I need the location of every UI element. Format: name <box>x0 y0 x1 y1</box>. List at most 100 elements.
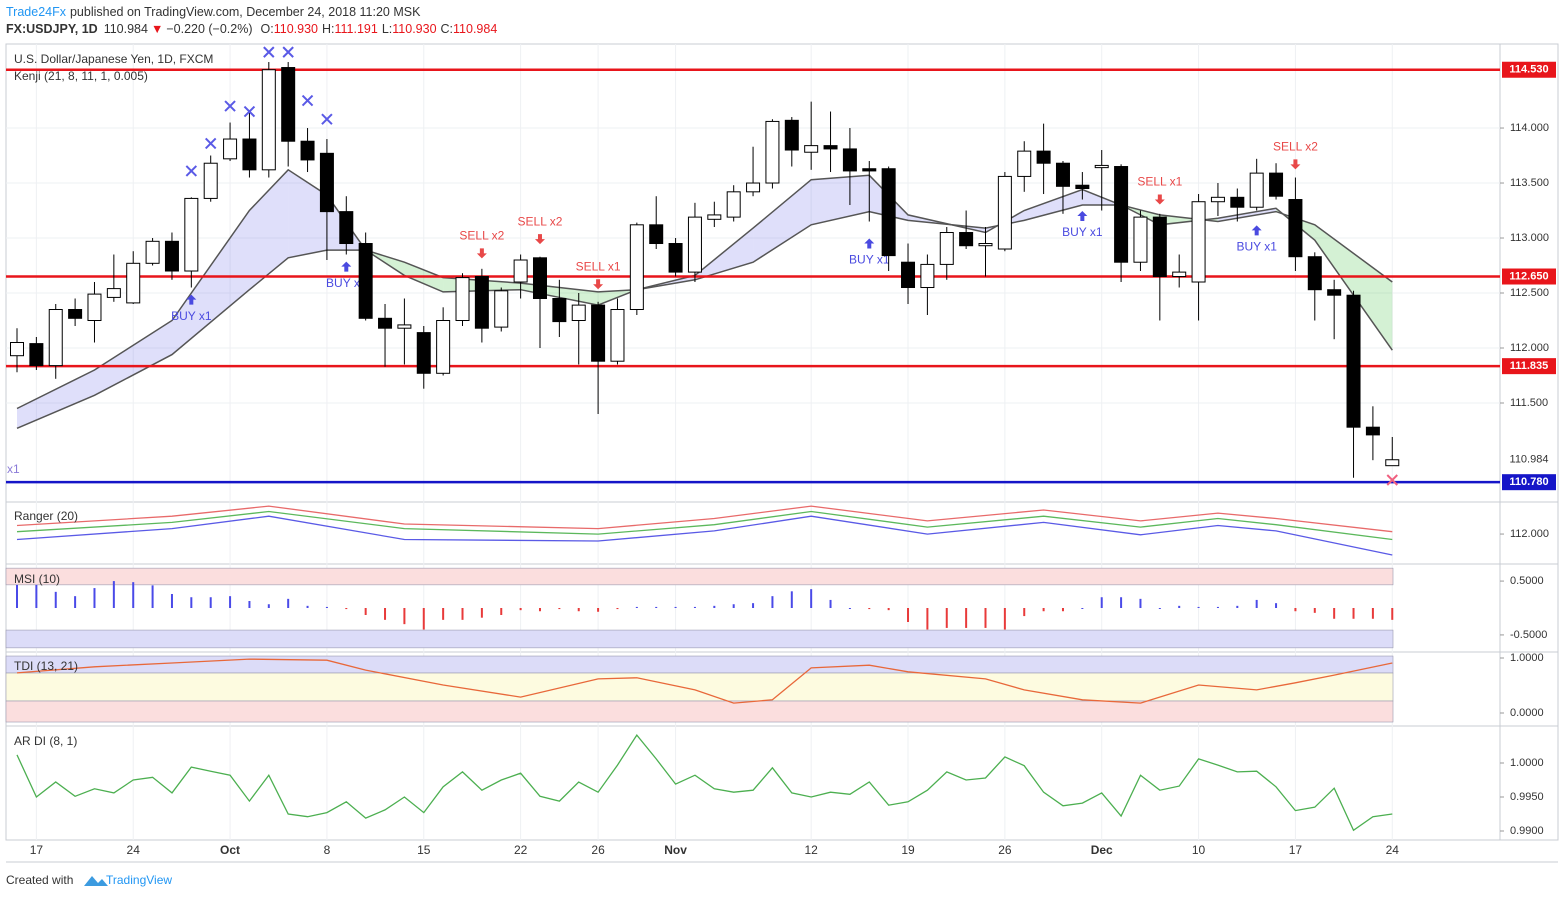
histogram-bar <box>1081 608 1084 609</box>
change: −0.220 (−0.2%) <box>166 22 252 36</box>
histogram-bar <box>1178 605 1181 608</box>
histogram-bar <box>267 604 270 608</box>
histogram-bar <box>112 581 115 608</box>
candle-body <box>416 332 431 374</box>
histogram-bar <box>577 608 580 612</box>
indicator-title: Kenji (21, 8, 11, 1, 0.005) <box>14 69 148 83</box>
candle-body <box>629 224 644 311</box>
signal-arrow <box>534 234 545 245</box>
signal-label: BUY x1 <box>849 253 890 267</box>
level-price-box <box>1502 268 1556 285</box>
kenji-cloud <box>753 179 812 263</box>
y-tick-label: 112.000 <box>1510 342 1549 354</box>
ohlc-value: 110.930 <box>392 22 436 36</box>
y-tick-label: 113.000 <box>1510 232 1549 244</box>
plot: 114.000 113.500 113.000 112.500 112.000 111.5… <box>5 46 1556 837</box>
publisher[interactable]: Trade24Fx <box>6 5 67 19</box>
histogram-bar <box>848 608 851 609</box>
histogram-bar <box>1100 597 1103 608</box>
candle-body <box>823 145 838 150</box>
histogram-bar <box>558 608 561 610</box>
candle-body <box>261 69 276 171</box>
candle-body <box>1365 426 1380 436</box>
histogram-bar <box>461 608 464 620</box>
histogram-bar <box>693 606 696 608</box>
y-tick-label: -0.5000 <box>1510 629 1547 641</box>
candle-body <box>319 152 334 213</box>
candle-body <box>397 324 412 329</box>
histogram-bar <box>732 604 735 608</box>
candle-body <box>378 317 393 329</box>
y-tick-label: 111.500 <box>1510 397 1548 409</box>
kenji-cloud <box>1314 224 1393 351</box>
symbol: FX:USDJPY, 1D <box>6 22 98 36</box>
candle-body <box>300 140 315 161</box>
last-price-label: 110.984 <box>1510 454 1549 466</box>
histogram-bar <box>1197 606 1200 608</box>
candle-body <box>881 168 896 257</box>
histogram-bar <box>538 608 541 612</box>
candle-body <box>668 243 683 273</box>
signal-label: BUY x1 <box>1236 239 1277 253</box>
candle-body <box>1191 201 1206 283</box>
level-price-label: 110.780 <box>1509 476 1548 488</box>
x-tick-label: 26 <box>591 843 605 857</box>
candle-body <box>997 175 1012 250</box>
x-tick-label: 24 <box>1386 843 1400 857</box>
signal-cross <box>282 46 294 58</box>
pane-title: MSI (10) <box>14 572 60 586</box>
candle-body <box>1152 216 1167 278</box>
band <box>5 629 1394 649</box>
histogram-bar <box>1139 598 1142 608</box>
candle-body <box>862 168 877 172</box>
histogram-bar <box>287 598 290 608</box>
candle-body <box>552 298 567 323</box>
candle-body <box>106 288 121 298</box>
signal-label: SELL x1 <box>1137 175 1182 189</box>
histogram-bar <box>325 606 328 608</box>
signal-cross <box>1386 474 1398 486</box>
candle-body <box>687 216 702 273</box>
candle-body <box>532 257 547 300</box>
candle-body <box>1327 289 1342 296</box>
candle-body <box>939 232 954 265</box>
histogram-bar <box>907 608 910 622</box>
footer-brand[interactable]: TradingView <box>106 873 172 887</box>
signal-cross <box>204 137 217 150</box>
edge-label: x1 <box>7 462 20 476</box>
histogram-bar <box>248 601 251 608</box>
candle-body <box>126 262 141 304</box>
ohlc-label: H: <box>322 22 335 36</box>
histogram-bar <box>1371 608 1374 619</box>
candle-body <box>203 162 218 199</box>
kenji-cloud <box>1217 208 1276 222</box>
histogram-bar <box>345 608 348 610</box>
y-tick-label: 112.000 <box>1510 528 1549 540</box>
signal-arrow <box>864 238 875 249</box>
signal-cross <box>243 105 256 118</box>
signal-arrow <box>341 261 352 272</box>
candle-body <box>1249 172 1264 208</box>
x-tick-label: Oct <box>220 843 240 857</box>
histogram-bar <box>1391 608 1394 620</box>
candle-body <box>1288 199 1303 258</box>
histogram-bar <box>229 596 232 608</box>
x-tick-label: 8 <box>324 843 331 857</box>
level-price-label: 111.835 <box>1510 360 1549 372</box>
kenji-slow-line <box>16 204 1393 429</box>
candle-body <box>1114 166 1129 263</box>
last-price-box <box>1502 451 1556 468</box>
y-tick-label: 0.5000 <box>1510 575 1544 587</box>
candle-body <box>978 243 993 247</box>
histogram-bar <box>752 603 755 608</box>
candle-body <box>68 309 83 319</box>
histogram-bar <box>945 608 948 628</box>
signal-label: BUY x1 <box>1062 225 1103 239</box>
histogram-bar <box>1216 606 1219 608</box>
histogram-bar <box>655 606 658 608</box>
signal-cross <box>185 165 198 177</box>
x-tick-label: 12 <box>804 843 818 857</box>
y-tick-label: 1.0000 <box>1510 652 1544 664</box>
pane-title: TDI (13, 21) <box>14 659 78 673</box>
